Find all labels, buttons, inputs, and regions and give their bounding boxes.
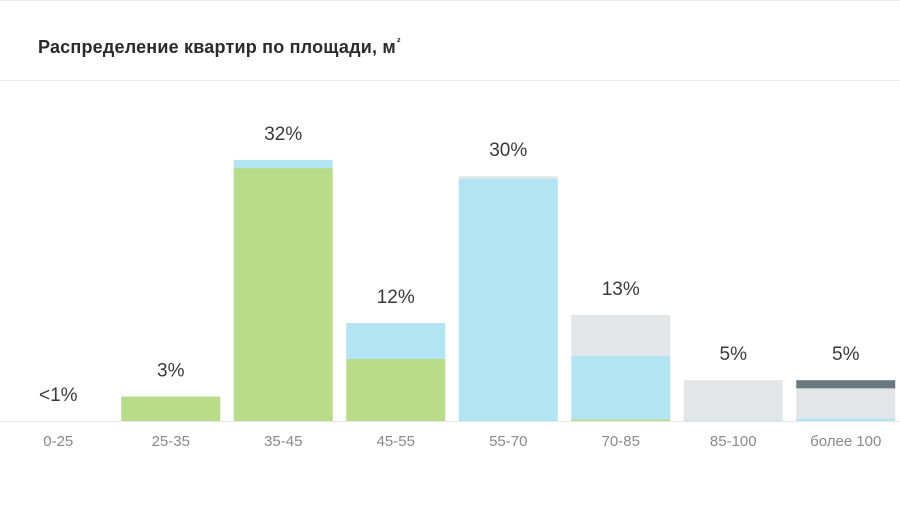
data-label-45-55: 12% — [377, 287, 415, 308]
bar-segment-70-85-s0 — [571, 419, 671, 421]
data-label-35-45: 32% — [264, 124, 302, 145]
bar-segment-более 100-s2 — [796, 388, 896, 419]
data-label-55-70: 30% — [489, 140, 527, 161]
bar-segment-35-45-s1 — [233, 159, 333, 169]
data-label-более 100: 5% — [832, 344, 860, 365]
bar-segment-более 100-s1 — [796, 418, 896, 421]
x-tick-label-более 100: более 100 — [810, 433, 881, 450]
bar-segment-35-45-s0 — [233, 168, 333, 421]
chart-area: <1% 0-25 3% 25-35 32% 35-45 12% 45-55 30% 55-70 13… — [0, 81, 900, 505]
bar-segment-55-70-s2 — [458, 176, 558, 179]
chart-title: Распределение квартир по площади, м² — [38, 37, 401, 58]
bar-segment-70-85-s2 — [571, 314, 671, 356]
x-tick-label-85-100: 85-100 — [710, 433, 757, 450]
data-label-0-25: <1% — [39, 385, 78, 406]
bar-segment-85-100-s2 — [683, 380, 783, 421]
bar-segment-25-35-s0 — [121, 396, 221, 421]
bar-chart: <1% 0-25 3% 25-35 32% 35-45 12% 45-55 30% 55-70 13… — [0, 124, 900, 450]
x-tick-label-25-35: 25-35 — [152, 433, 190, 450]
x-tick-label-35-45: 35-45 — [264, 433, 302, 450]
chart-title-superscript: ² — [396, 37, 401, 49]
x-tick-label-0-25: 0-25 — [43, 433, 73, 450]
bar-segment-70-85-s1 — [571, 355, 671, 420]
bar-segment-55-70-s1 — [458, 178, 558, 421]
bar-segment-45-55-s1 — [346, 323, 446, 359]
data-label-25-35: 3% — [157, 361, 185, 382]
data-label-70-85: 13% — [602, 279, 640, 300]
bar-segment-более 100-s3 — [796, 380, 896, 389]
bar-segment-85-100-s1 — [683, 420, 783, 421]
x-tick-label-45-55: 45-55 — [377, 433, 415, 450]
card-header: Распределение квартир по площади, м² — [0, 1, 900, 81]
data-label-85-100: 5% — [720, 344, 748, 365]
x-tick-label-55-70: 55-70 — [489, 433, 527, 450]
x-tick-label-70-85: 70-85 — [602, 433, 640, 450]
bar-segment-45-55-s0 — [346, 358, 446, 421]
chart-title-text: Распределение квартир по площади, м — [38, 37, 396, 57]
